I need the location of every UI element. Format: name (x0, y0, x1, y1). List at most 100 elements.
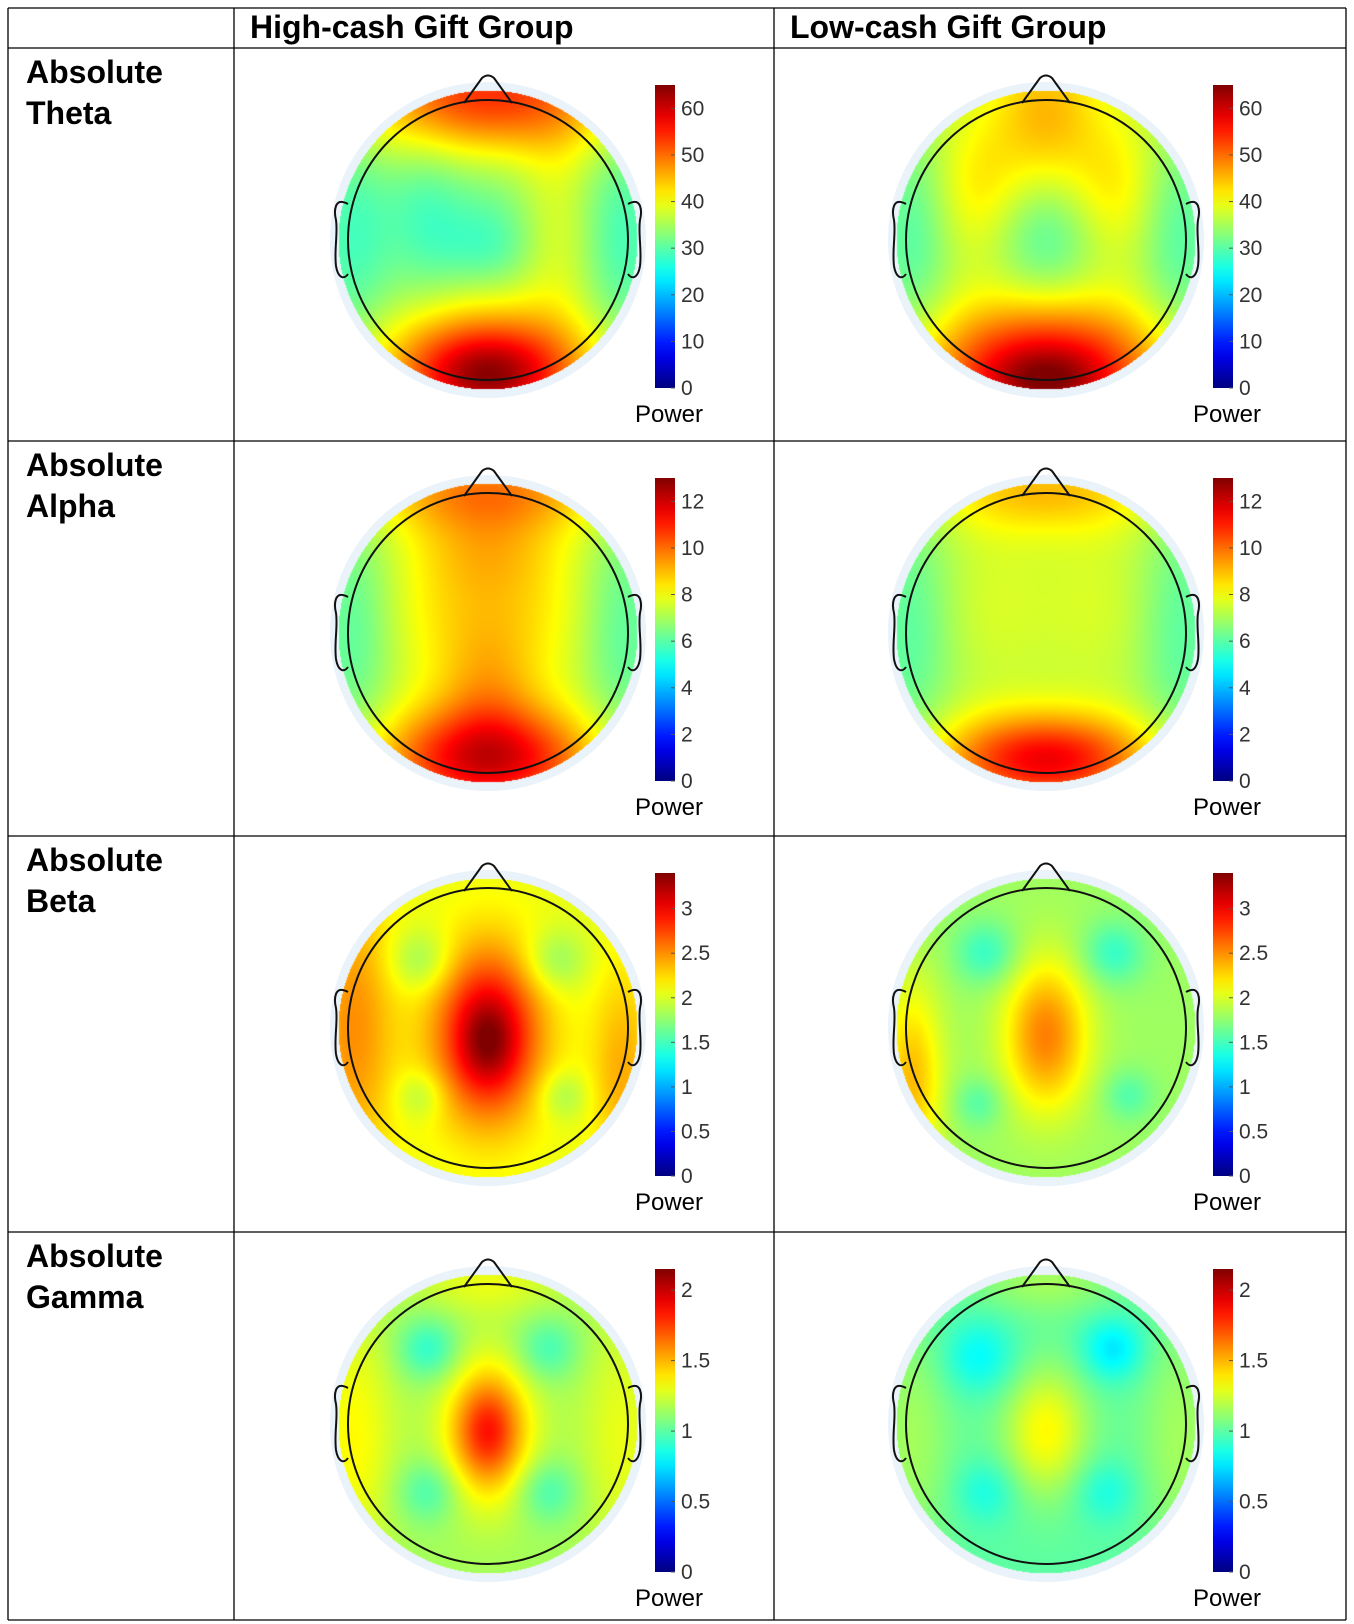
left-ear-outline (334, 1385, 349, 1463)
colorbar-tick-label: 1.5 (1239, 1350, 1268, 1373)
colorbar-tick-label: 2.5 (681, 942, 710, 965)
right-ear-outline (627, 1385, 642, 1463)
head-outline (347, 1283, 629, 1565)
colorbar-tick-label: 4 (681, 677, 693, 700)
colorbar-tick-label: 12 (681, 490, 704, 513)
topomap-fill (338, 1274, 638, 1574)
colorbar-tick-label: 8 (1239, 584, 1251, 607)
row-label-alpha-line1: Absolute (26, 447, 163, 483)
row-label-theta-line1: Absolute (26, 54, 163, 90)
colorbar-theta-low-cash: 0 10 20 30 40 50 60 Power (1193, 85, 1262, 428)
topomap-fill (896, 878, 1196, 1178)
colorbar-tick-label: 2 (1239, 987, 1251, 1010)
colorbar-gamma-high-cash: 0 0.5 1 1.5 2 Power (635, 1269, 710, 1612)
colorbar-tick-label: 6 (1239, 630, 1251, 653)
colorbar-tick-label: 1 (681, 1420, 693, 1443)
head-outline (347, 492, 629, 774)
row-label-beta-line1: Absolute (26, 842, 163, 878)
row-label-theta-line2: Theta (26, 95, 112, 131)
row-label-alpha-line2: Alpha (26, 488, 115, 524)
right-ear-outline (627, 201, 642, 279)
head-outline (905, 1283, 1187, 1565)
topomap-fill (338, 483, 638, 783)
head-outline (905, 99, 1187, 381)
colorbar-tick-label: 1 (681, 1076, 693, 1099)
colorbar-tick-label: 0 (681, 1165, 693, 1188)
head-outline (347, 99, 629, 381)
topomap-fill (338, 90, 638, 390)
colorbar-tick-label: 1.5 (1239, 1031, 1268, 1054)
colorbar-title: Power (635, 794, 703, 821)
topoplot-gamma-low-cash: 0 0.5 1 1.5 2 Power (888, 1258, 1268, 1612)
colorbar-title: Power (1193, 1189, 1261, 1216)
colorbar-tick-label: 20 (1239, 284, 1262, 307)
colorbar-tick-label: 10 (1239, 537, 1262, 560)
colorbar-gamma-low-cash: 0 0.5 1 1.5 2 Power (1193, 1269, 1268, 1612)
colorbar-tick-label: 10 (1239, 330, 1262, 353)
colorbar-alpha-low-cash: 0 2 4 6 8 10 12 Power (1193, 478, 1262, 821)
colorbar-tick-label: 2 (681, 987, 693, 1010)
row-label-beta-line2: Beta (26, 883, 96, 919)
head-outline (905, 492, 1187, 774)
colorbar-tick-label: 2 (1239, 1279, 1251, 1302)
topomap-fill (896, 90, 1196, 390)
colorbar-tick-label: 0.5 (681, 1120, 710, 1143)
colorbar-title: Power (1193, 1585, 1261, 1612)
topoplot-alpha-high-cash: 0 2 4 6 8 10 12 Power (330, 467, 704, 821)
nose-outline (463, 467, 513, 497)
colorbar-theta-high-cash: 0 10 20 30 40 50 60 Power (635, 85, 704, 428)
colorbar-tick-label: 2.5 (1239, 942, 1268, 965)
colorbar-tick-label: 0 (681, 1561, 693, 1584)
colorbar-tick-label: 3 (1239, 898, 1251, 921)
colorbar-title: Power (635, 1585, 703, 1612)
right-ear-outline (627, 989, 642, 1067)
colorbar-tick-label: 0 (681, 377, 693, 400)
colorbar-tick-label: 40 (1239, 191, 1262, 214)
right-ear-outline (1185, 201, 1200, 279)
colorbar-title: Power (1193, 794, 1261, 821)
colorbar-tick-label: 30 (681, 237, 704, 260)
colorbar-tick-label: 10 (681, 537, 704, 560)
colorbar-tick-label: 20 (681, 284, 704, 307)
left-ear-outline (892, 1385, 907, 1463)
left-ear-outline (334, 989, 349, 1067)
colorbar-tick-label: 3 (681, 898, 693, 921)
colorbar-title: Power (635, 1189, 703, 1216)
left-ear-outline (892, 989, 907, 1067)
colorbar-tick-label: 0 (1239, 770, 1251, 793)
colorbar-tick-label: 0 (1239, 1165, 1251, 1188)
topoplot-gamma-high-cash: 0 0.5 1 1.5 2 Power (330, 1258, 710, 1612)
head-outline (905, 887, 1187, 1169)
left-ear-outline (334, 201, 349, 279)
colorbar-tick-label: 60 (681, 97, 704, 120)
colorbar-tick-label: 0.5 (1239, 1120, 1268, 1143)
colorbar-tick-label: 1 (1239, 1420, 1251, 1443)
topoplot-beta-low-cash: 0 0.5 1 1.5 2 2.5 3 Power (888, 862, 1268, 1216)
colorbar-tick-label: 60 (1239, 97, 1262, 120)
column-header-low-cash: Low-cash Gift Group (790, 9, 1106, 45)
topoplot-alpha-low-cash: 0 2 4 6 8 10 12 Power (888, 467, 1262, 821)
right-ear-outline (1185, 1385, 1200, 1463)
colorbar-alpha-high-cash: 0 2 4 6 8 10 12 Power (635, 478, 704, 821)
head-outline (347, 887, 629, 1169)
colorbar-tick-label: 30 (1239, 237, 1262, 260)
colorbar-tick-label: 8 (681, 584, 693, 607)
colorbar-tick-label: 6 (681, 630, 693, 653)
column-header-high-cash: High-cash Gift Group (250, 9, 574, 45)
colorbar-tick-label: 0 (681, 770, 693, 793)
colorbar-tick-label: 50 (681, 144, 704, 167)
colorbar-tick-label: 12 (1239, 490, 1262, 513)
row-label-gamma-line2: Gamma (26, 1279, 144, 1315)
table-grid-lines (7, 7, 1347, 1621)
colorbar-tick-label: 1.5 (681, 1031, 710, 1054)
colorbar-title: Power (635, 401, 703, 428)
left-ear-outline (334, 594, 349, 672)
colorbar-tick-label: 0.5 (681, 1491, 710, 1514)
colorbar-tick-label: 2 (1239, 723, 1251, 746)
right-ear-outline (1185, 594, 1200, 672)
topomap-fill (896, 483, 1196, 783)
colorbar-tick-label: 50 (1239, 144, 1262, 167)
topoplot-beta-high-cash: 0 0.5 1 1.5 2 2.5 3 Power (330, 862, 710, 1216)
colorbar-tick-label: 40 (681, 191, 704, 214)
colorbar-tick-label: 2 (681, 723, 693, 746)
